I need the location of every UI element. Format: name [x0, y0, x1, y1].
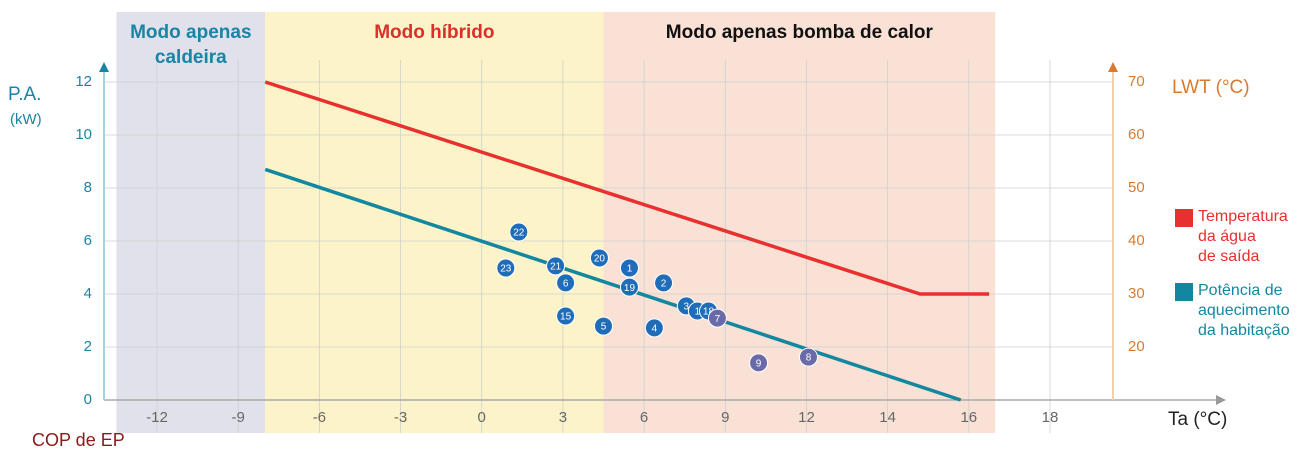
point-label: 21 [550, 262, 562, 273]
y-tick-label: 10 [75, 126, 92, 143]
series-line [264, 80, 990, 296]
data-point [556, 273, 576, 293]
point-label: 4 [652, 324, 658, 335]
x-tick-label: -3 [394, 409, 407, 426]
x-arrow [1216, 395, 1226, 405]
region-title: Modo apenas caldeira [130, 22, 251, 68]
x-tick-label: 6 [640, 409, 648, 426]
y-tick-label: 12 [75, 73, 92, 90]
y2-tick-label: 30 [1128, 285, 1145, 302]
point-label: 22 [513, 228, 525, 239]
point-label: 19 [624, 283, 636, 294]
y2-tick-label: 60 [1128, 126, 1145, 143]
region [265, 12, 604, 433]
x-tick-label: 9 [721, 409, 729, 426]
point-label: 8 [806, 353, 812, 364]
point-label: 15 [560, 312, 572, 323]
y-tick-label: 6 [84, 232, 92, 249]
x-tick-label: -12 [146, 409, 168, 426]
legend-swatch [1175, 283, 1193, 301]
point-label: 9 [756, 359, 762, 370]
data-point [556, 306, 576, 326]
region [116, 12, 266, 433]
y-arrow [99, 62, 109, 72]
point-label: 1 [695, 307, 701, 318]
y2-tick-label: 50 [1128, 179, 1145, 196]
region [603, 12, 996, 433]
legend-label: Temperatura da água de saída [1198, 208, 1288, 265]
x-tick-label: 12 [798, 409, 815, 426]
y2-tick-label: 40 [1128, 232, 1145, 249]
x-tick-label: -9 [232, 409, 245, 426]
data-point [707, 308, 727, 328]
x-tick-label: 3 [559, 409, 567, 426]
point-label: 6 [563, 279, 569, 290]
y-tick-label: 8 [84, 179, 92, 196]
x-tick-label: 18 [1042, 409, 1059, 426]
point-label: 23 [500, 264, 512, 275]
data-point [594, 316, 613, 336]
data-point [654, 273, 674, 293]
point-label: 3 [684, 302, 690, 313]
y-tick-label: 0 [84, 391, 92, 408]
y2-label: LWT (°C) [1172, 77, 1250, 98]
data-point [546, 256, 566, 276]
data-point [644, 318, 664, 338]
y-unit: (kW) [10, 111, 42, 128]
x-tick-label: 16 [960, 409, 977, 426]
data-point [619, 258, 639, 278]
region-title: Modo apenas bomba de calor [666, 22, 934, 43]
point-label: 7 [715, 314, 721, 325]
x-label: Ta (°C) [1168, 409, 1227, 430]
data-point [749, 353, 769, 373]
y-tick-label: 2 [84, 338, 92, 355]
y-tick-label: 4 [84, 285, 92, 302]
y2-tick-label: 70 [1128, 73, 1145, 90]
y-label: P.A. [8, 84, 41, 105]
x-tick-label: 0 [478, 409, 486, 426]
x-tick-label: -6 [313, 409, 326, 426]
data-point [589, 248, 609, 268]
y2-arrow [1108, 62, 1118, 72]
point-label: 2 [661, 279, 667, 290]
legend-swatch [1175, 209, 1193, 227]
x-tick-label: 14 [879, 409, 896, 426]
point-label: 18 [703, 307, 715, 318]
data-point [619, 277, 639, 297]
data-point [509, 222, 529, 242]
point-label: 5 [601, 322, 607, 333]
footer: COP de EP [32, 430, 125, 450]
y2-tick-label: 20 [1128, 338, 1145, 355]
legend-label: Potência de aquecimento da habitação [1198, 282, 1290, 339]
point-label: 1 [627, 264, 633, 275]
point-label: 20 [594, 254, 606, 265]
series-line [264, 167, 962, 402]
data-point [496, 258, 516, 278]
data-point [798, 347, 818, 367]
region-title: Modo híbrido [374, 22, 494, 43]
